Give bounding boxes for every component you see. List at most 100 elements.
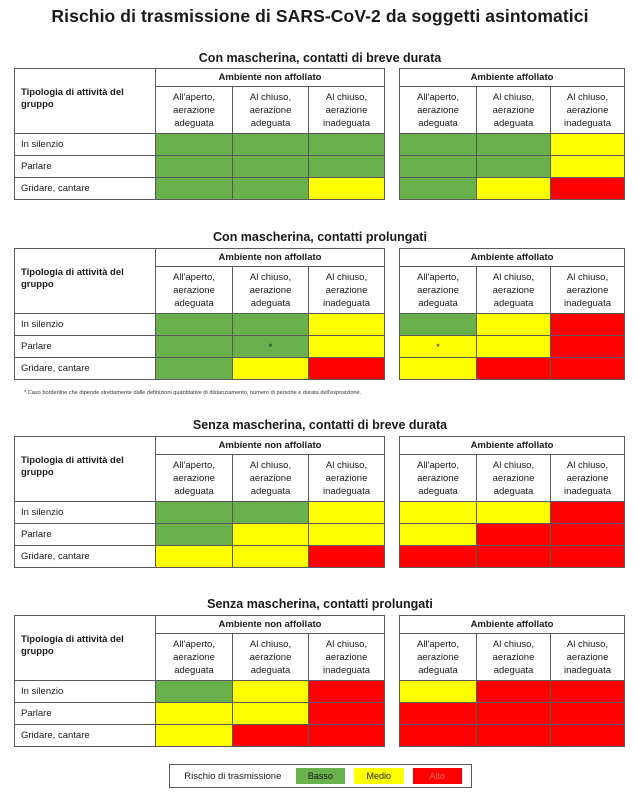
col-header-indoor-adequate: Al chiuso, aerazione adeguata	[476, 454, 551, 502]
row-label-shouting-singing: Gridare, cantare	[14, 357, 156, 380]
risk-cell	[232, 133, 309, 156]
risk-cell	[155, 335, 233, 358]
legend-label: Rischio di trasmissione	[184, 770, 282, 782]
risk-cell	[155, 313, 233, 336]
legend-swatch-medium: Medio	[354, 768, 404, 784]
risk-cell	[399, 680, 477, 703]
risk-table: Tipologia di attività del gruppo Ambient…	[14, 615, 626, 747]
risk-cell	[549, 523, 626, 546]
risk-table: Tipologia di attività del gruppo Ambient…	[14, 248, 626, 380]
risk-table: Tipologia di attività del gruppo Ambient…	[14, 436, 626, 568]
env-crowded-header: Ambiente affollato	[398, 436, 626, 455]
risk-cell	[399, 545, 477, 568]
row-label-silence: In silenzio	[14, 680, 156, 703]
risk-cell	[476, 501, 551, 524]
risk-cell	[476, 545, 551, 568]
col-header-indoor-inadequate: Al chiuso, aerazione inadeguata	[549, 633, 626, 681]
risk-cell	[549, 313, 626, 336]
risk-cell	[549, 357, 626, 380]
legend-swatch-low: Basso	[295, 768, 346, 784]
row-label-shouting-singing: Gridare, cantare	[14, 724, 156, 747]
risk-cell	[399, 357, 477, 380]
risk-cell	[232, 357, 309, 380]
col-header-indoor-inadequate: Al chiuso, aerazione inadeguata	[308, 454, 385, 502]
col-header-indoor-adequate: Al chiuso, aerazione adeguata	[232, 454, 309, 502]
env-non-crowded-header: Ambiente non affollato	[155, 68, 385, 87]
risk-cell	[549, 155, 626, 178]
env-crowded-header: Ambiente affollato	[398, 615, 626, 634]
risk-cell	[476, 724, 551, 747]
row-label-talking: Parlare	[14, 335, 156, 358]
risk-cell	[308, 177, 385, 200]
risk-cell	[549, 680, 626, 703]
risk-cell	[308, 357, 385, 380]
env-crowded-header: Ambiente affollato	[398, 248, 626, 267]
risk-cell	[308, 335, 385, 358]
row-label-shouting-singing: Gridare, cantare	[14, 545, 156, 568]
col-header-outdoor: All'aperto, aerazione adeguata	[399, 266, 477, 314]
row-label-silence: In silenzio	[14, 313, 156, 336]
col-header-indoor-adequate: Al chiuso, aerazione adeguata	[476, 266, 551, 314]
risk-cell	[476, 357, 551, 380]
row-label-talking: Parlare	[14, 523, 156, 546]
env-non-crowded-header: Ambiente non affollato	[155, 615, 385, 634]
col-header-outdoor: All'aperto, aerazione adeguata	[155, 266, 233, 314]
risk-cell	[155, 523, 233, 546]
section-title: Senza mascherina, contatti di breve dura…	[192, 418, 448, 432]
risk-cell	[476, 680, 551, 703]
col-header-outdoor: All'aperto, aerazione adeguata	[155, 86, 233, 134]
page-title: Rischio di trasmissione di SARS-CoV-2 da…	[51, 6, 589, 26]
risk-cell	[232, 680, 309, 703]
activity-type-header: Tipologia di attività del gruppo	[14, 248, 156, 314]
legend: Rischio di trasmissione Basso Medio Alto	[169, 764, 472, 788]
risk-cell	[232, 155, 309, 178]
risk-table: Tipologia di attività del gruppo Ambient…	[14, 68, 626, 200]
activity-type-header: Tipologia di attività del gruppo	[14, 436, 156, 502]
risk-cell	[308, 724, 385, 747]
risk-cell	[476, 335, 551, 358]
risk-cell	[476, 133, 551, 156]
risk-cell	[308, 313, 385, 336]
col-header-outdoor: All'aperto, aerazione adeguata	[399, 454, 477, 502]
env-non-crowded-header: Ambiente non affollato	[155, 248, 385, 267]
risk-cell	[308, 545, 385, 568]
risk-cell	[232, 702, 309, 725]
col-header-indoor-inadequate: Al chiuso, aerazione inadeguata	[308, 633, 385, 681]
col-header-indoor-adequate: Al chiuso, aerazione adeguata	[476, 633, 551, 681]
col-header-indoor-inadequate: Al chiuso, aerazione inadeguata	[549, 86, 626, 134]
risk-cell	[476, 155, 551, 178]
col-header-indoor-inadequate: Al chiuso, aerazione inadeguata	[549, 266, 626, 314]
row-label-talking: Parlare	[14, 155, 156, 178]
risk-cell	[232, 177, 309, 200]
col-header-indoor-inadequate: Al chiuso, aerazione inadeguata	[549, 454, 626, 502]
col-header-indoor-adequate: Al chiuso, aerazione adeguata	[232, 633, 309, 681]
risk-cell	[549, 501, 626, 524]
footnote: * Caso borderline che dipende strettamen…	[24, 390, 362, 396]
risk-cell	[232, 501, 309, 524]
env-non-crowded-header: Ambiente non affollato	[155, 436, 385, 455]
risk-cell: *	[399, 335, 477, 358]
activity-type-header: Tipologia di attività del gruppo	[14, 68, 156, 134]
risk-cell	[399, 523, 477, 546]
risk-cell	[155, 177, 233, 200]
risk-cell	[476, 177, 551, 200]
risk-cell	[549, 545, 626, 568]
risk-cell	[549, 702, 626, 725]
risk-cell	[399, 313, 477, 336]
section-title: Con mascherina, contatti prolungati	[213, 230, 427, 244]
legend-swatch-high: Alto	[412, 768, 462, 784]
risk-cell	[155, 155, 233, 178]
col-header-outdoor: All'aperto, aerazione adeguata	[155, 633, 233, 681]
risk-cell	[232, 313, 309, 336]
col-header-indoor-adequate: Al chiuso, aerazione adeguata	[232, 86, 309, 134]
col-header-indoor-inadequate: Al chiuso, aerazione inadeguata	[308, 86, 385, 134]
row-label-silence: In silenzio	[14, 501, 156, 524]
risk-cell	[155, 501, 233, 524]
risk-cell	[399, 177, 477, 200]
risk-cell	[549, 177, 626, 200]
risk-cell	[549, 335, 626, 358]
risk-cell	[155, 545, 233, 568]
risk-cell	[399, 133, 477, 156]
col-header-outdoor: All'aperto, aerazione adeguata	[399, 633, 477, 681]
risk-cell	[549, 724, 626, 747]
